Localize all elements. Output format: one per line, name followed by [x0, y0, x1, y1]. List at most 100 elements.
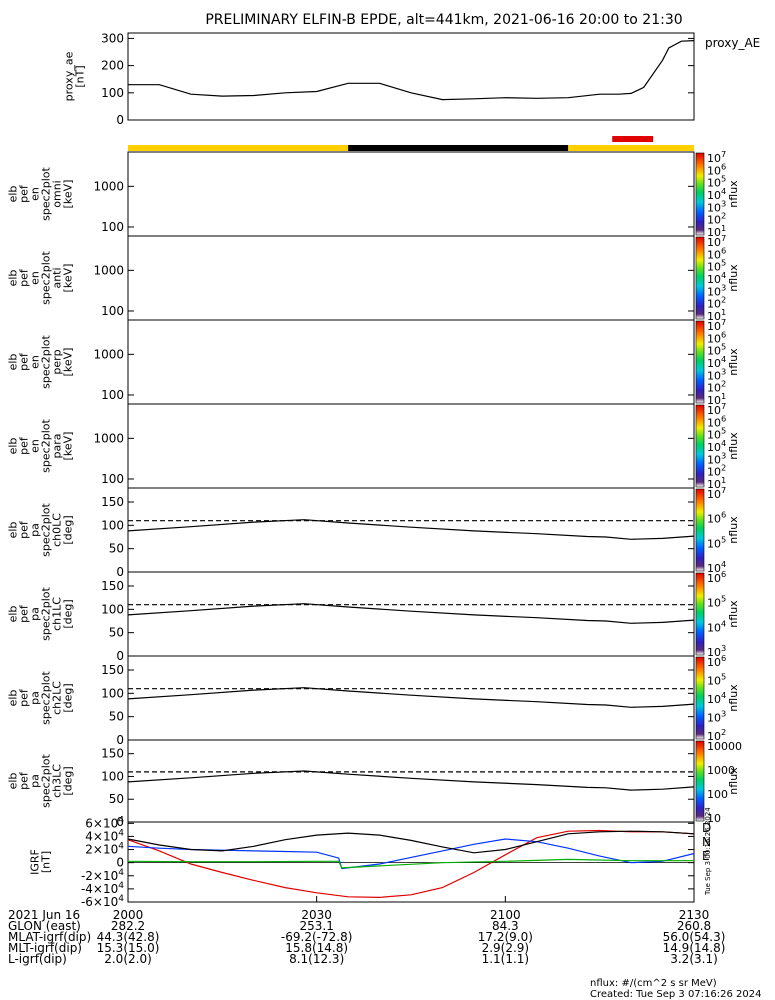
y-axis-label: spec2plot: [40, 167, 53, 221]
colorbar-label: nflux: [727, 432, 740, 460]
footer-value: 56.0(54.3): [663, 930, 726, 944]
footer-value: 2130: [679, 908, 710, 922]
y-axis-label: [deg]: [62, 683, 75, 712]
y-axis-label: proxy_ae: [63, 51, 76, 101]
y-tick-label: 100: [101, 304, 124, 318]
colorbar-tick-label: 105: [707, 672, 726, 688]
loss-cone-solid-line: [127, 603, 695, 624]
igrf-series-E: [127, 858, 694, 869]
y-tick-label: 100: [101, 518, 124, 532]
y-tick-label: -2×104: [81, 868, 124, 883]
y-axis-label: ch1LC: [51, 597, 64, 631]
y-axis-label: pa: [29, 607, 42, 621]
footer-value: 3.2(3.1): [670, 952, 718, 966]
y-axis-label: pef: [18, 352, 31, 371]
colorbar: [695, 740, 705, 822]
colorbar-tick-label: 105: [707, 342, 726, 358]
loss-cone-solid-line: [127, 519, 695, 540]
colorbar: [695, 320, 705, 404]
y-tick-label: -4×104: [81, 881, 124, 896]
y-axis-label: spec2plot: [40, 503, 53, 557]
colorbar-tick-label: 102: [707, 727, 726, 743]
colorbar: [695, 488, 705, 572]
colorbar-tick-label: 107: [707, 485, 726, 501]
panel-ae: proxy_ae[nT] 0 100 200 300 proxy_AE: [63, 31, 761, 127]
footer-value: 253.1: [299, 919, 333, 933]
y-axis-label: elb: [7, 522, 20, 539]
colorbar-tick-label: 10: [707, 812, 721, 825]
colorbar-tick-label: 103: [707, 198, 726, 214]
colorbar-label: nflux: [727, 264, 740, 292]
colorbar-tick-label: 105: [707, 594, 726, 610]
orbit-bar-segment: [128, 145, 349, 151]
colorbar-tick-label: 10000: [707, 740, 742, 753]
y-axis-label: [nT]: [40, 851, 53, 873]
footer-value: -69.2(-72.8): [281, 930, 352, 944]
y-tick-label: 1000: [93, 347, 124, 361]
colorbar: [695, 656, 705, 740]
footer-row-label: GLON (east): [8, 919, 81, 933]
y-tick-label: 1000: [93, 431, 124, 445]
y-tick-label: 150: [101, 579, 124, 593]
y-tick-label: 1000: [93, 263, 124, 277]
panel-anti: elbpefenspec2plotanti[keV]10010001011021…: [7, 233, 741, 323]
y-axis-label: [deg]: [62, 766, 75, 795]
colorbar-tick-label: 103: [707, 643, 726, 659]
colorbar-tick-label: 102: [707, 295, 726, 311]
orbit-bar-segment: [348, 145, 569, 151]
colorbar-tick-label: 104: [707, 559, 726, 575]
footer-value: 282.2: [111, 919, 145, 933]
y-axis-label: elb: [7, 354, 20, 371]
y-axis-label: para: [51, 434, 64, 459]
y-axis-label: spec2plot: [40, 587, 53, 641]
colorbar-tick-label: 103: [707, 450, 726, 466]
colorbar-tick-label: 102: [707, 379, 726, 395]
y-axis-label: pa: [29, 523, 42, 537]
colorbar-tick-label: 104: [707, 690, 726, 706]
y-axis-label: ch3LC: [51, 764, 64, 798]
y-axis-label: pef: [18, 688, 31, 707]
colorbar-tick-label: 107: [707, 317, 726, 333]
colorbar-tick-label: 105: [707, 426, 726, 442]
panel-frame: [127, 739, 695, 823]
legend-E: E: [702, 849, 710, 863]
igrf-series-total: [127, 830, 695, 854]
y-axis-label: spec2plot: [40, 251, 53, 305]
y-axis-label: [keV]: [62, 264, 75, 293]
y-axis-label: pef: [18, 604, 31, 623]
y-axis-label: elb: [7, 270, 20, 287]
y-axis-label: [keV]: [62, 348, 75, 377]
panel-omni: elbpefenspec2plotomni[keV]10010001011021…: [7, 149, 741, 239]
colorbar-tick-label: 1000: [707, 764, 735, 777]
footer-row-label: 2021 Jun 16: [8, 908, 80, 922]
footer-value: 2.9(2.9): [482, 941, 530, 955]
colorbar-tick-label: 107: [707, 149, 726, 165]
y-tick-label: 100: [101, 769, 124, 783]
colorbar-label: nflux: [727, 516, 740, 544]
colorbar-tick-label: 100: [707, 788, 728, 801]
y-tick-label: 50: [109, 626, 124, 640]
side-created-stamp: Tue Sep 3 00:16:26 2024: [704, 807, 712, 896]
colorbar-tick-label: 103: [707, 282, 726, 298]
colorbar-tick-label: 101: [707, 391, 726, 407]
footer-value: 15.8(14.8): [285, 941, 348, 955]
y-tick-label: 150: [101, 663, 124, 677]
panel-frame: [127, 487, 695, 573]
panel-perp: elbpefenspec2plotperp[keV]10010001011021…: [7, 317, 741, 407]
y-tick-label: 0: [116, 733, 124, 747]
y-axis-label: pef: [18, 436, 31, 455]
footer-value: 2100: [490, 908, 521, 922]
y-axis-label: [keV]: [62, 432, 75, 461]
colorbar-tick-label: 106: [707, 161, 726, 177]
footer-value: 84.3: [492, 919, 519, 933]
y-tick-label: 0: [116, 649, 124, 663]
colorbar: [695, 404, 705, 488]
colorbar-label: nflux: [727, 348, 740, 376]
colorbar-tick-label: 101: [707, 307, 726, 323]
y-tick-label: 150: [101, 495, 124, 509]
y-axis-label: pef: [18, 268, 31, 287]
colorbar-tick-label: 106: [707, 413, 726, 429]
